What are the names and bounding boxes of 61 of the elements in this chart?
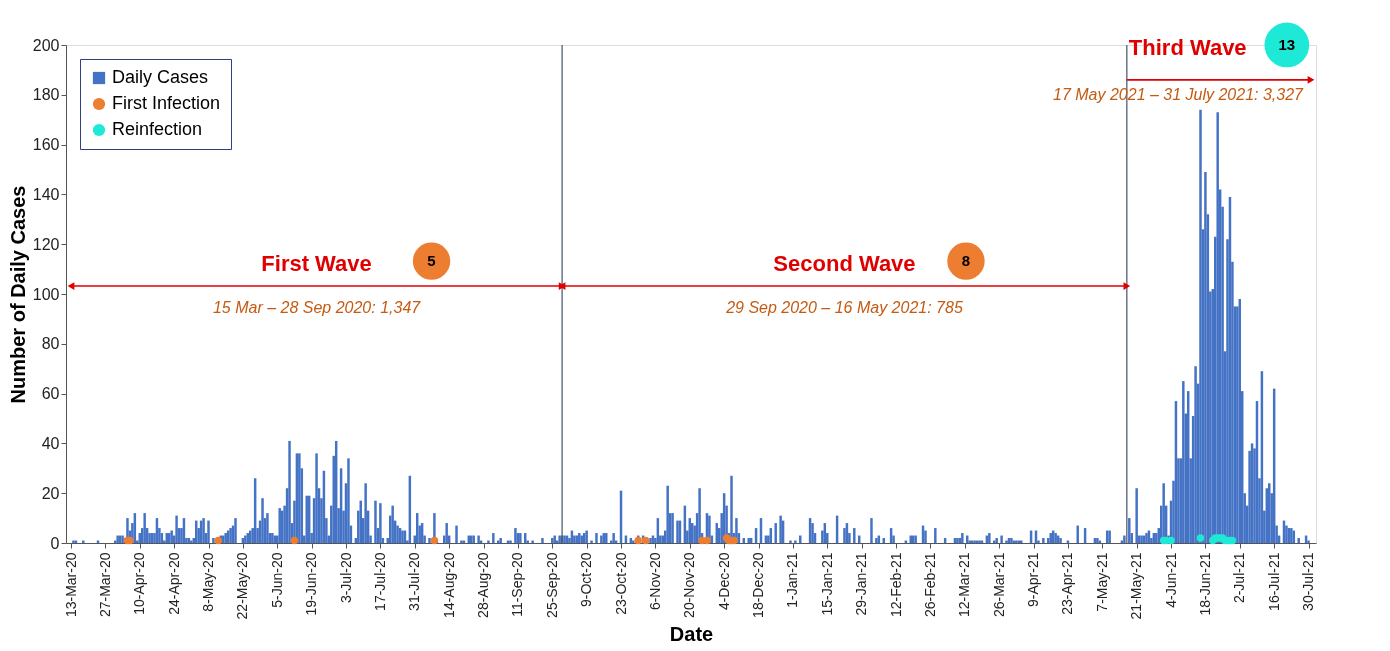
y-tick-label: 160 — [32, 136, 60, 154]
legend-label: Reinfection — [112, 119, 203, 139]
x-tick-label: 12-Feb-21 — [887, 552, 904, 618]
x-tick-label: 12-Mar-21 — [956, 552, 973, 618]
annotation: 29 Sep 2020 – 16 May 2021: 785 — [725, 298, 963, 316]
x-tick-label: 13-Mar-20 — [62, 552, 79, 618]
x-tick-label: 30-Jul-21 — [1300, 552, 1317, 611]
y-tick-label: 120 — [32, 235, 60, 253]
x-tick-label: 20-Nov-20 — [681, 552, 698, 618]
x-tick-label: 6-Nov-20 — [646, 552, 663, 611]
x-tick-label: 19-Jun-20 — [303, 552, 320, 616]
y-tick-label: 200 — [32, 36, 60, 54]
x-tick-label: 26-Mar-21 — [990, 552, 1007, 618]
x-tick-label: 31-Jul-20 — [406, 552, 423, 611]
y-tick-label: 0 — [50, 534, 60, 552]
legend-label: First Infection — [112, 93, 221, 113]
x-tick-label: 29-Jan-21 — [853, 552, 870, 616]
x-tick-label: 10-Apr-20 — [131, 552, 148, 615]
legend-label: Daily Cases — [112, 67, 209, 87]
x-tick-label: 5-Jun-20 — [268, 552, 285, 608]
annotation: 5 — [427, 252, 436, 270]
x-tick-label: 15-Jan-21 — [818, 552, 835, 616]
annotation: Third Wave — [1128, 34, 1247, 60]
x-tick-label: 18-Jun-21 — [1196, 552, 1213, 616]
x-tick-label: 26-Feb-21 — [921, 552, 938, 618]
x-tick-label: 3-Jul-20 — [337, 552, 354, 604]
x-tick-label: 8-May-20 — [200, 552, 216, 612]
y-tick-label: 60 — [41, 385, 60, 403]
annotation: First Wave — [261, 251, 372, 277]
x-tick-label: 2-Jul-21 — [1231, 552, 1248, 604]
y-tick-label: 180 — [32, 86, 60, 104]
y-tick-label: 20 — [41, 484, 60, 502]
x-tick-label: 18-Dec-20 — [750, 552, 767, 618]
x-tick-label: 23-Apr-21 — [1059, 552, 1076, 615]
x-tick-label: 4-Jun-21 — [1162, 552, 1179, 608]
y-tick-label: 100 — [32, 285, 60, 303]
x-tick-label: 21-May-21 — [1128, 552, 1145, 620]
x-tick-label: 4-Dec-20 — [715, 552, 732, 611]
x-tick-label: 22-May-20 — [234, 552, 251, 620]
x-tick-label: 24-Apr-20 — [165, 552, 182, 615]
x-tick-label: 11-Sep-20 — [509, 552, 526, 617]
x-tick-label: 7-May-21 — [1093, 552, 1110, 612]
annotation: Second Wave — [773, 251, 916, 277]
x-tick-label: 14-Aug-20 — [440, 552, 457, 618]
y-tick-label: 40 — [41, 434, 60, 452]
x-tick-label: 9-Apr-21 — [1025, 552, 1042, 607]
x-tick-label: 25-Sep-20 — [543, 552, 560, 618]
x-tick-label: 28-Aug-20 — [475, 552, 492, 618]
x-tick-label: 17-Jul-20 — [371, 552, 388, 611]
annotation: 15 Mar – 28 Sep 2020: 1,347 — [212, 298, 422, 316]
y-tick-label: 140 — [32, 185, 60, 203]
x-tick-label: 27-Mar-20 — [96, 552, 113, 618]
x-axis-title: Date — [669, 623, 714, 646]
x-tick-label: 16-Jul-21 — [1265, 552, 1282, 611]
x-tick-label: 1-Jan-21 — [784, 552, 801, 608]
annotation: 8 — [961, 252, 971, 270]
x-tick-label: 9-Oct-20 — [578, 552, 595, 607]
y-tick-label: 80 — [41, 335, 60, 353]
y-axis-title: Number of Daily Cases — [6, 185, 29, 404]
annotation: 13 — [1278, 35, 1296, 53]
x-tick-label: 23-Oct-20 — [612, 552, 629, 615]
